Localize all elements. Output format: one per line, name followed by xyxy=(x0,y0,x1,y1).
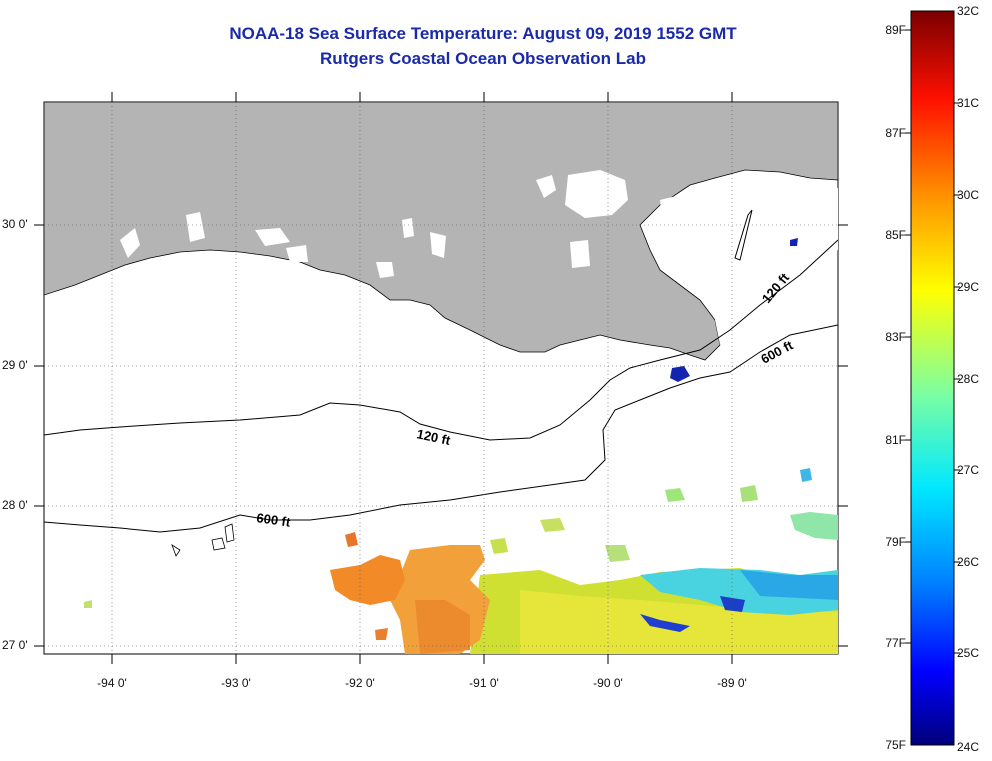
contour-label-600ft-west: 600 ft xyxy=(256,510,292,530)
colorbar-label-31c: 31C xyxy=(957,96,980,110)
lake-maurepas xyxy=(536,175,556,198)
isobath-600ft xyxy=(44,324,838,533)
white-lake xyxy=(286,245,308,262)
colorbar-label-26c: 26C xyxy=(957,555,980,569)
bayou-water-4 xyxy=(570,240,590,268)
seamount-contours xyxy=(171,523,235,557)
sabine-lake xyxy=(120,228,140,258)
colorbar-label-29c: 29C xyxy=(957,280,980,294)
breton-sound xyxy=(660,190,705,260)
colorbar-label-81f: 81F xyxy=(885,433,906,447)
graticule xyxy=(44,102,838,654)
land-mass xyxy=(44,102,838,361)
lon-label-90w: -90 0' xyxy=(593,676,623,690)
colorbar xyxy=(910,10,955,746)
calcasieu-lake xyxy=(186,212,205,242)
axis-ticks xyxy=(34,92,848,664)
chandeleur-sound xyxy=(710,188,838,345)
colorbar-label-85f: 85F xyxy=(885,228,906,242)
colorbar-ticks xyxy=(905,29,960,654)
lon-label-89w: -89 0' xyxy=(717,676,747,690)
isobath-120ft xyxy=(44,239,838,441)
map-subtitle: Rutgers Coastal Ocean Observation Lab xyxy=(320,49,646,68)
colorbar-label-75f: 75F xyxy=(885,738,906,752)
colorbar-label-24c: 24C xyxy=(957,740,980,754)
colorbar-label-87f: 87F xyxy=(885,126,906,140)
contour-label-120ft-west: 120 ft xyxy=(415,426,452,448)
bayou-water-1 xyxy=(402,218,414,238)
colorbar-label-27c: 27C xyxy=(957,463,980,477)
colorbar-label-77f: 77F xyxy=(885,636,906,650)
lat-label-28n: 28 0' xyxy=(2,498,28,512)
bayou-water-3 xyxy=(376,262,394,278)
sst-data xyxy=(84,238,838,654)
grand-lake xyxy=(255,228,290,246)
lon-label-93w: -93 0' xyxy=(221,676,251,690)
lon-label-94w: -94 0' xyxy=(97,676,127,690)
map-title: NOAA-18 Sea Surface Temperature: August … xyxy=(229,24,737,43)
bayou-water-2 xyxy=(430,232,446,258)
chandeleur-islands xyxy=(734,209,753,261)
lon-label-91w: -91 0' xyxy=(469,676,499,690)
colorbar-label-83f: 83F xyxy=(885,330,906,344)
lat-label-27n: 27 0' xyxy=(2,638,28,652)
colorbar-label-30c: 30C xyxy=(957,188,980,202)
colorbar-label-25c: 25C xyxy=(957,646,980,660)
lake-pontchartrain xyxy=(565,170,628,218)
colorbar-label-28c: 28C xyxy=(957,372,980,386)
colorbar-label-89f: 89F xyxy=(885,23,906,37)
lon-label-92w: -92 0' xyxy=(345,676,375,690)
lat-label-29n: 29 0' xyxy=(2,358,28,372)
colorbar-label-32c: 32C xyxy=(957,4,980,18)
lat-label-30n: 30 0' xyxy=(2,217,28,231)
colorbar-label-79f: 79F xyxy=(885,535,906,549)
